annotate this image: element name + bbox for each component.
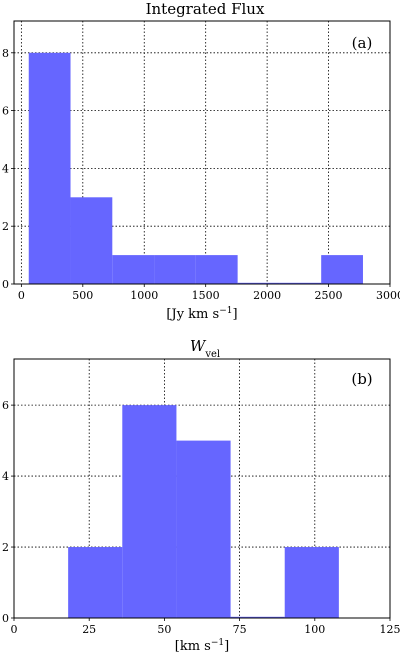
x-tick-label: 25 (82, 623, 96, 636)
chart-wvel: Wvel 0 25 50 75 100 125 0 2 4 6 (b) [km s−1] (2, 337, 400, 654)
chart-title: Wvel (190, 337, 220, 360)
y-tick-label: 4 (2, 162, 9, 175)
x-tick-label: 0 (18, 289, 25, 302)
histogram-bar (237, 282, 280, 284)
y-tick-label: 0 (2, 278, 9, 291)
chart-title: Integrated Flux (146, 0, 265, 18)
panel-label: (b) (351, 370, 372, 388)
x-tick-label: 125 (380, 623, 400, 636)
y-tick-label: 8 (2, 47, 9, 60)
histogram-bar (70, 197, 113, 284)
histogram-bar (28, 52, 71, 284)
x-tick-label: 100 (304, 623, 325, 636)
x-tick-label: 500 (72, 289, 93, 302)
histogram-bar (321, 255, 363, 284)
plot-frame (13, 20, 391, 285)
x-axis-label: [km s−1] (175, 638, 229, 654)
chart-integrated-flux: Integrated Flux 0 500 1000 1500 2000 2500 300 0… (2, 0, 400, 322)
x-tick-label: 50 (157, 623, 171, 636)
x-tick-label: 75 (233, 623, 247, 636)
y-tick-label: 0 (2, 612, 9, 625)
y-tick-label: 6 (2, 105, 9, 118)
histogram-bar (122, 405, 177, 618)
x-tick-label: 2000 (253, 289, 281, 302)
x-tick-label: 2500 (315, 289, 343, 302)
histogram-bar (112, 255, 155, 284)
y-tick-label: 4 (2, 470, 9, 483)
plot-frame (13, 358, 391, 619)
y-tick-label: 2 (2, 541, 9, 554)
x-tick-label: 1000 (130, 289, 158, 302)
histogram-bar (279, 282, 322, 284)
y-tick-label: 6 (2, 399, 9, 412)
x-tick-label: 1500 (192, 289, 220, 302)
histogram-bar (284, 547, 339, 618)
histogram-bar (154, 255, 196, 284)
panel-label: (a) (352, 34, 373, 52)
histogram-bar (176, 440, 231, 618)
x-axis-label: [Jy km s−1] (166, 306, 237, 322)
histogram-bar (68, 547, 123, 618)
y-tick-label: 2 (2, 220, 9, 233)
x-tick-label: 0 (11, 623, 18, 636)
histogram-bar (195, 255, 238, 284)
histogram-bar (230, 616, 285, 618)
